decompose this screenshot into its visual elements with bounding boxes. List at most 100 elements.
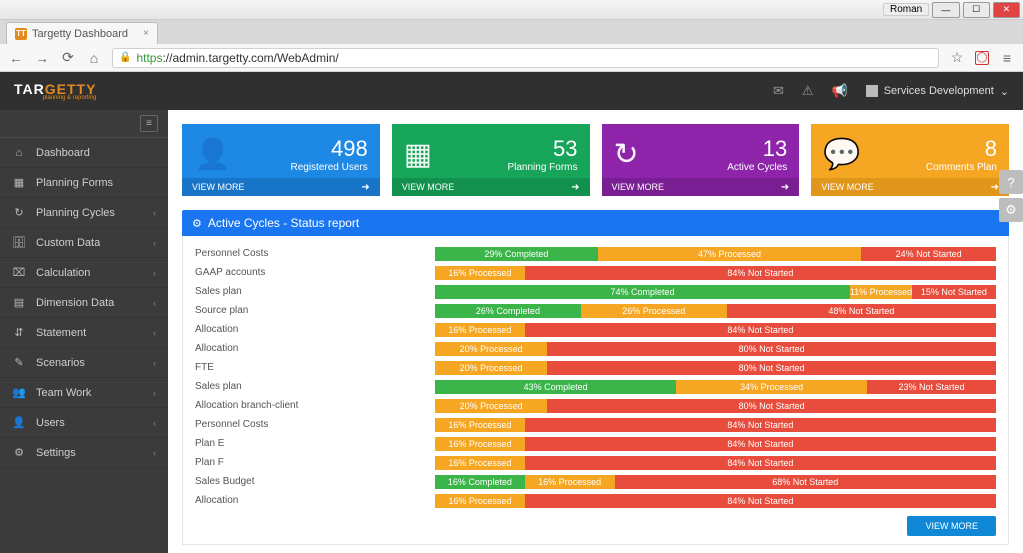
bar-segment-completed: 16% Completed xyxy=(435,475,525,489)
browser-tab-strip: TT Targetty Dashboard × xyxy=(0,20,1023,44)
sidebar-item-label: Dashboard xyxy=(36,147,90,159)
sidebar-icon: 👥 xyxy=(12,386,26,399)
card-value: 498 xyxy=(290,136,367,162)
card-icon: ▦ xyxy=(404,137,432,172)
announce-icon[interactable]: 📢 xyxy=(832,83,848,99)
panel-title: Active Cycles - Status report xyxy=(208,216,359,230)
card-value: 13 xyxy=(727,136,787,162)
sidebar-item-label: Calculation xyxy=(36,267,90,279)
bar-segment-notstarted: 68% Not Started xyxy=(615,475,996,489)
status-row: Personnel Costs29% Completed47% Processe… xyxy=(195,244,996,263)
card-label: Comments Plan xyxy=(926,162,997,173)
arrow-right-icon: ➜ xyxy=(991,182,999,193)
row-label: Plan F xyxy=(195,457,435,468)
sidebar-item-team-work[interactable]: 👥Team Work‹ xyxy=(0,378,168,408)
chevron-left-icon: ‹ xyxy=(153,448,156,458)
card-view-more[interactable]: VIEW MORE➜ xyxy=(811,178,1009,196)
arrow-right-icon: ➜ xyxy=(571,182,579,193)
status-row: Allocation20% Processed80% Not Started xyxy=(195,339,996,358)
status-row: Plan E16% Processed84% Not Started xyxy=(195,434,996,453)
progress-bar: 16% Processed84% Not Started xyxy=(435,266,996,280)
panel-view-more[interactable]: VIEW MORE xyxy=(907,516,996,536)
sidebar-item-users[interactable]: 👤Users‹ xyxy=(0,408,168,438)
card-value: 53 xyxy=(507,136,577,162)
mail-icon[interactable]: ✉ xyxy=(773,83,784,99)
reload-icon[interactable]: ⟳ xyxy=(60,49,76,66)
stat-card-active-cycles: ↻13Active CyclesVIEW MORE➜ xyxy=(602,124,800,196)
sidebar-item-label: Planning Forms xyxy=(36,177,113,189)
progress-bar: 26% Completed26% Processed48% Not Starte… xyxy=(435,304,996,318)
sidebar-icon: ⌂ xyxy=(12,147,26,159)
sidebar-item-label: Dimension Data xyxy=(36,297,114,309)
address-bar[interactable]: 🔒 https://admin.targetty.com/WebAdmin/ xyxy=(112,48,939,68)
sidebar-icon: ⇵ xyxy=(12,326,26,339)
help-icon[interactable]: ? xyxy=(999,170,1023,194)
user-dropdown[interactable]: Services Development ⌄ xyxy=(866,85,1009,98)
back-icon[interactable]: ← xyxy=(8,50,24,66)
card-label: Active Cycles xyxy=(727,162,787,173)
bar-segment-processed: 16% Processed xyxy=(435,418,525,432)
status-row: Sales plan43% Completed34% Processed23% … xyxy=(195,377,996,396)
row-label: Sales Budget xyxy=(195,476,435,487)
sidebar-item-label: Statement xyxy=(36,327,86,339)
status-row: Sales plan74% Completed11% Processed15% … xyxy=(195,282,996,301)
window-minimize[interactable]: — xyxy=(932,2,959,18)
sidebar-item-dashboard[interactable]: ⌂ Dashboard xyxy=(0,138,168,168)
window-close[interactable]: ✕ xyxy=(993,2,1020,18)
stat-card-registered-users: 👤498Registered UsersVIEW MORE➜ xyxy=(182,124,380,196)
window-titlebar: Roman — ☐ ✕ xyxy=(0,0,1023,20)
sidebar-item-planning-forms[interactable]: ▦ Planning Forms xyxy=(0,168,168,198)
sidebar-item-statement[interactable]: ⇵Statement‹ xyxy=(0,318,168,348)
sidebar-item-label: Scenarios xyxy=(36,357,85,369)
sidebar-toggle[interactable]: ≡ xyxy=(0,110,168,138)
row-label: Personnel Costs xyxy=(195,419,435,430)
settings-gear-icon[interactable]: ⚙ xyxy=(999,198,1023,222)
bookmark-star-icon[interactable]: ☆ xyxy=(949,49,965,66)
sidebar-icon: 👤 xyxy=(12,416,26,429)
status-row: Personnel Costs16% Processed84% Not Star… xyxy=(195,415,996,434)
brand-logo[interactable]: TARGETTY planning & reporting xyxy=(14,81,96,101)
sidebar-item-planning-cycles[interactable]: ↻Planning Cycles‹ xyxy=(0,198,168,228)
bar-segment-completed: 29% Completed xyxy=(435,247,598,261)
card-view-more[interactable]: VIEW MORE➜ xyxy=(602,178,800,196)
chevron-left-icon: ‹ xyxy=(153,358,156,368)
bar-segment-processed: 16% Processed xyxy=(435,323,525,337)
sidebar-icon: ✎ xyxy=(12,356,26,369)
sidebar-item-label: Users xyxy=(36,417,65,429)
progress-bar: 16% Completed16% Processed68% Not Starte… xyxy=(435,475,996,489)
chevron-left-icon: ‹ xyxy=(153,298,156,308)
window-maximize[interactable]: ☐ xyxy=(963,2,990,18)
home-icon[interactable]: ⌂ xyxy=(86,50,102,66)
tab-close-icon[interactable]: × xyxy=(143,28,149,39)
card-view-more[interactable]: VIEW MORE➜ xyxy=(392,178,590,196)
arrow-right-icon: ➜ xyxy=(361,182,369,193)
sidebar-icon: ▦ xyxy=(12,176,26,189)
bar-segment-processed: 16% Processed xyxy=(435,266,525,280)
bar-segment-notstarted: 80% Not Started xyxy=(547,399,996,413)
extension-icon[interactable]: ◯ xyxy=(975,51,989,65)
bar-segment-processed: 16% Processed xyxy=(435,437,525,451)
browser-tab[interactable]: TT Targetty Dashboard × xyxy=(6,22,158,44)
sidebar-item-scenarios[interactable]: ✎ Scenarios ‹ xyxy=(0,348,168,378)
sidebar-icon: ⌧ xyxy=(12,266,26,279)
forward-icon[interactable]: → xyxy=(34,50,50,66)
sidebar-icon: 🗄 xyxy=(12,236,26,249)
status-row: GAAP accounts16% Processed84% Not Starte… xyxy=(195,263,996,282)
arrow-right-icon: ➜ xyxy=(781,182,789,193)
sidebar-item-settings[interactable]: ⚙Settings‹ xyxy=(0,438,168,468)
card-view-more[interactable]: VIEW MORE➜ xyxy=(182,178,380,196)
bar-segment-notstarted: 24% Not Started xyxy=(861,247,996,261)
browser-menu-icon[interactable]: ≡ xyxy=(999,50,1015,66)
sidebar-item-dimension-data[interactable]: ▤Dimension Data‹ xyxy=(0,288,168,318)
url-scheme: https xyxy=(136,51,162,65)
bar-segment-notstarted: 48% Not Started xyxy=(727,304,996,318)
alert-icon[interactable]: ⚠ xyxy=(802,83,814,99)
sidebar-icon: ⚙ xyxy=(12,446,26,459)
progress-bar: 20% Processed80% Not Started xyxy=(435,399,996,413)
sidebar-item-calculation[interactable]: ⌧Calculation‹ xyxy=(0,258,168,288)
progress-bar: 43% Completed34% Processed23% Not Starte… xyxy=(435,380,996,394)
row-label: Allocation xyxy=(195,495,435,506)
row-label: Personnel Costs xyxy=(195,248,435,259)
status-row: FTE20% Processed80% Not Started xyxy=(195,358,996,377)
sidebar-item-custom-data[interactable]: 🗄Custom Data‹ xyxy=(0,228,168,258)
